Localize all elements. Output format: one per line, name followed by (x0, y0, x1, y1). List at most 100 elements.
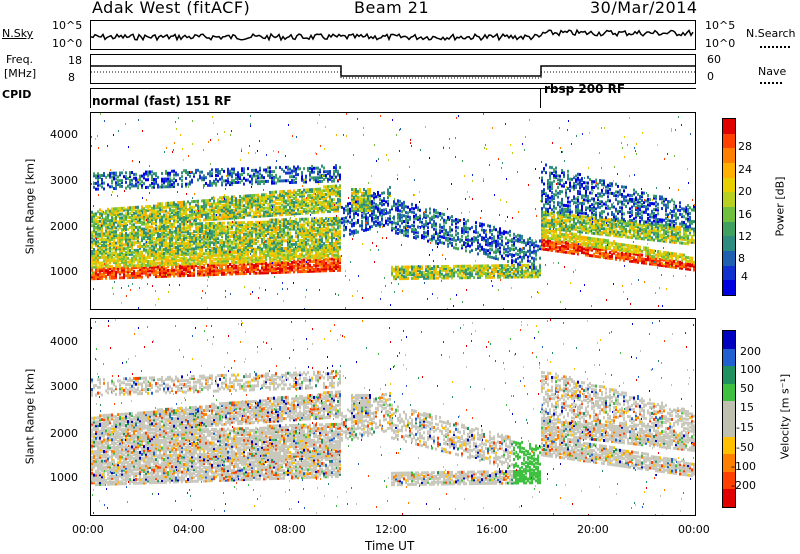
heatmap-cell (269, 210, 271, 214)
heatmap-cell (307, 264, 309, 268)
heatmap-cell (245, 209, 247, 213)
heatmap-cell (311, 219, 313, 223)
heatmap-cell (213, 246, 215, 250)
heatmap-cell (179, 245, 181, 249)
heatmap-cell (309, 203, 311, 207)
heatmap-cell (125, 270, 127, 274)
heatmap-cell (173, 242, 175, 246)
heatmap-cell (265, 228, 267, 232)
heatmap-cell (183, 202, 185, 206)
heatmap-cell (131, 262, 133, 266)
heatmap-cell (169, 228, 171, 232)
heatmap-cell (287, 239, 289, 243)
heatmap-cell (167, 181, 169, 185)
heatmap-cell (163, 227, 165, 231)
heatmap-cell (161, 267, 163, 271)
heatmap-cell (337, 218, 339, 222)
heatmap-cell (101, 273, 103, 277)
heatmap-cell (301, 266, 303, 270)
heatmap-cell (273, 229, 275, 233)
heatmap-cell (145, 227, 147, 231)
heatmap-cell (131, 178, 133, 182)
heatmap-cell (121, 268, 123, 272)
heatmap-cell (163, 234, 165, 238)
heatmap-cell (343, 220, 345, 224)
heatmap-cell (263, 200, 265, 204)
heatmap-cell (339, 257, 341, 261)
heatmap-cell (157, 253, 159, 257)
heatmap-cell (201, 214, 203, 218)
heatmap-cell (249, 262, 251, 266)
heatmap-cell (151, 238, 153, 242)
heatmap-cell (357, 201, 359, 205)
heatmap-cell (307, 252, 309, 256)
heatmap-cell (251, 243, 253, 247)
heatmap-cell (93, 224, 95, 228)
heatmap-cell (239, 210, 241, 214)
heatmap-cell (293, 260, 295, 264)
heatmap-cell (255, 238, 257, 242)
heatmap-cell (243, 248, 245, 252)
heatmap-cell (149, 170, 151, 174)
heatmap-cell (127, 243, 129, 247)
heatmap-cell (257, 234, 259, 238)
heatmap-cell (199, 209, 201, 213)
heatmap-cell (109, 259, 111, 263)
heatmap-cell (159, 202, 161, 206)
heatmap-cell (147, 174, 149, 178)
heatmap-cell (295, 212, 297, 216)
heatmap-cell (335, 247, 337, 251)
heatmap-cell (207, 233, 209, 237)
heatmap-cell (147, 178, 149, 182)
power-ytick-2000: 2000 (50, 220, 78, 233)
heatmap-cell (199, 263, 201, 267)
heatmap-cell (111, 268, 113, 272)
heatmap-cell (183, 212, 185, 216)
heatmap-cell (283, 201, 285, 205)
heatmap-cell (283, 218, 285, 222)
heatmap-cell (95, 253, 97, 257)
heatmap-cell (237, 227, 239, 231)
heatmap-cell (311, 227, 313, 231)
heatmap-cell (321, 223, 323, 227)
heatmap-cell (279, 227, 281, 231)
heatmap-cell (227, 173, 229, 177)
heatmap-cell (337, 226, 339, 230)
heatmap-cell (403, 275, 405, 279)
heatmap-cell (171, 264, 173, 268)
heatmap-cell (169, 242, 171, 246)
heatmap-cell (185, 270, 187, 274)
heatmap-cell (197, 265, 199, 269)
heatmap-cell (319, 200, 321, 204)
heatmap-cell (307, 254, 309, 258)
heatmap-cell (251, 230, 253, 234)
heatmap-cell (291, 264, 293, 268)
heatmap-cell (177, 272, 179, 276)
heatmap-cell (115, 177, 117, 181)
heatmap-cell (231, 257, 233, 261)
heatmap-cell (263, 252, 265, 256)
heatmap-cell (213, 239, 215, 243)
heatmap-cell (247, 252, 249, 256)
heatmap-cell (143, 263, 145, 267)
heatmap-cell (257, 210, 259, 214)
heatmap-cell (181, 234, 183, 238)
heatmap-cell (183, 243, 185, 247)
heatmap-cell (333, 263, 335, 267)
heatmap-cell (265, 220, 267, 224)
heatmap-cell (123, 214, 125, 218)
heatmap-cell (197, 241, 199, 245)
heatmap-cell (309, 209, 311, 213)
heatmap-cell (125, 235, 127, 239)
heatmap-cell (121, 258, 123, 262)
heatmap-cell (355, 207, 357, 211)
heatmap-cell (103, 223, 105, 227)
heatmap-cell (247, 222, 249, 226)
heatmap-cell (239, 180, 241, 184)
heatmap-cell (339, 247, 341, 251)
heatmap-cell (129, 239, 131, 243)
heatmap-cell (153, 181, 155, 185)
heatmap-cell (417, 276, 419, 280)
heatmap-cell (91, 267, 93, 271)
heatmap-cell (303, 198, 305, 202)
